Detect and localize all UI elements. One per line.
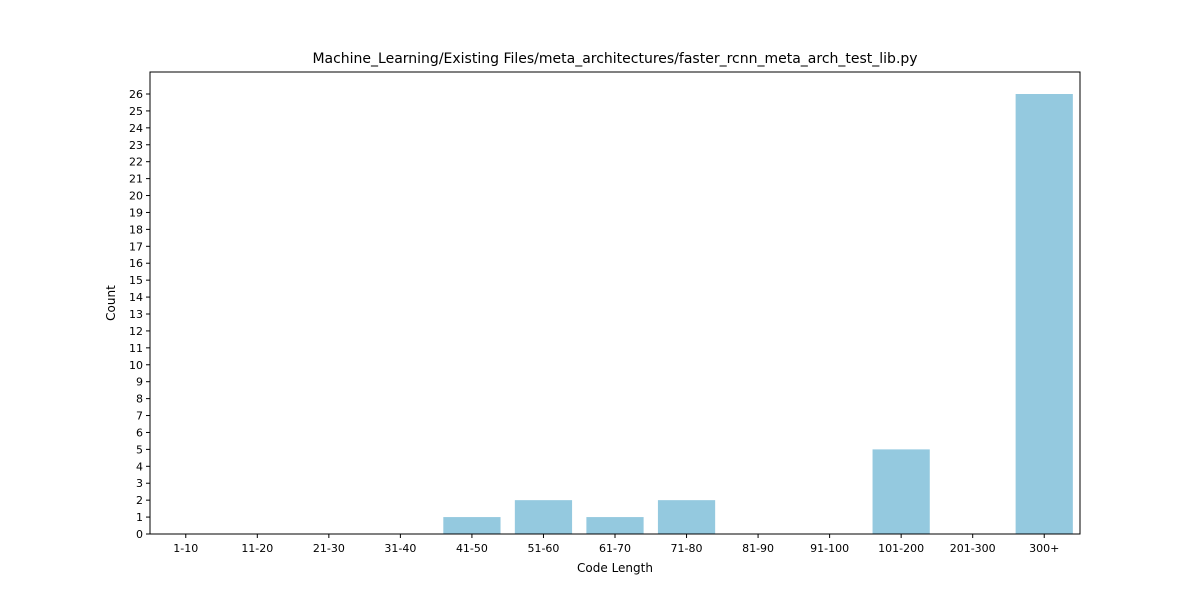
x-tick-label: 21-30 (313, 542, 345, 555)
chart-title: Machine_Learning/Existing Files/meta_arc… (312, 51, 917, 67)
bar-300+ (1015, 94, 1073, 534)
y-tick-label: 0 (136, 528, 143, 541)
x-tick-label: 300+ (1029, 542, 1059, 555)
y-tick-label: 23 (129, 139, 143, 152)
y-tick-label: 9 (136, 376, 143, 389)
bar-51-60 (514, 500, 573, 534)
x-tick-label: 101-200 (878, 542, 924, 555)
x-tick-label: 31-40 (384, 542, 416, 555)
y-tick-label: 4 (136, 460, 143, 473)
x-tick-label: 201-300 (950, 542, 996, 555)
y-tick-label: 11 (129, 342, 143, 355)
y-tick-label: 14 (129, 291, 143, 304)
y-tick-label: 13 (129, 308, 143, 321)
y-tick-label: 3 (136, 477, 143, 490)
y-tick-label: 26 (129, 88, 143, 101)
plot-frame (149, 71, 1081, 535)
y-tick-label: 19 (129, 206, 143, 219)
y-tick-label: 25 (129, 105, 143, 118)
y-tick-label: 17 (129, 240, 143, 253)
x-tick-label: 81-90 (742, 542, 774, 555)
x-tick-label: 11-20 (241, 542, 273, 555)
bar-61-70 (586, 517, 644, 534)
bars-group (443, 94, 1073, 534)
y-tick-label: 16 (129, 257, 143, 270)
y-tick-label: 20 (129, 190, 143, 203)
y-tick-label: 7 (136, 410, 143, 423)
x-tick-label: 41-50 (456, 542, 488, 555)
x-axis: 1-10 11-20 21-30 31-40 41-50 51-60 61-70 71-80 8… (173, 534, 1059, 555)
y-tick-label: 24 (129, 122, 143, 135)
bar-41-50 (443, 517, 501, 534)
y-tick-label: 10 (129, 359, 143, 372)
y-tick-label: 21 (129, 173, 143, 186)
y-tick-label: 15 (129, 274, 143, 287)
x-tick-label: 91-100 (810, 542, 849, 555)
y-tick-label: 5 (136, 443, 143, 456)
y-tick-label: 1 (136, 511, 143, 524)
x-tick-label: 1-10 (173, 542, 198, 555)
bar-71-80 (657, 500, 716, 534)
x-tick-label: 61-70 (599, 542, 631, 555)
y-tick-label: 6 (136, 426, 143, 439)
x-tick-label: 71-80 (671, 542, 703, 555)
x-tick-label: 51-60 (527, 542, 559, 555)
bar-101-200 (872, 449, 930, 534)
y-axis: 0123456789101112131415161718192021222324… (129, 88, 150, 541)
y-tick-label: 2 (136, 494, 143, 507)
x-axis-label: Code Length (577, 561, 653, 575)
y-axis-label: Count (104, 285, 118, 321)
y-tick-label: 12 (129, 325, 143, 338)
y-tick-label: 18 (129, 223, 143, 236)
y-tick-label: 22 (129, 156, 143, 169)
y-tick-label: 8 (136, 393, 143, 406)
